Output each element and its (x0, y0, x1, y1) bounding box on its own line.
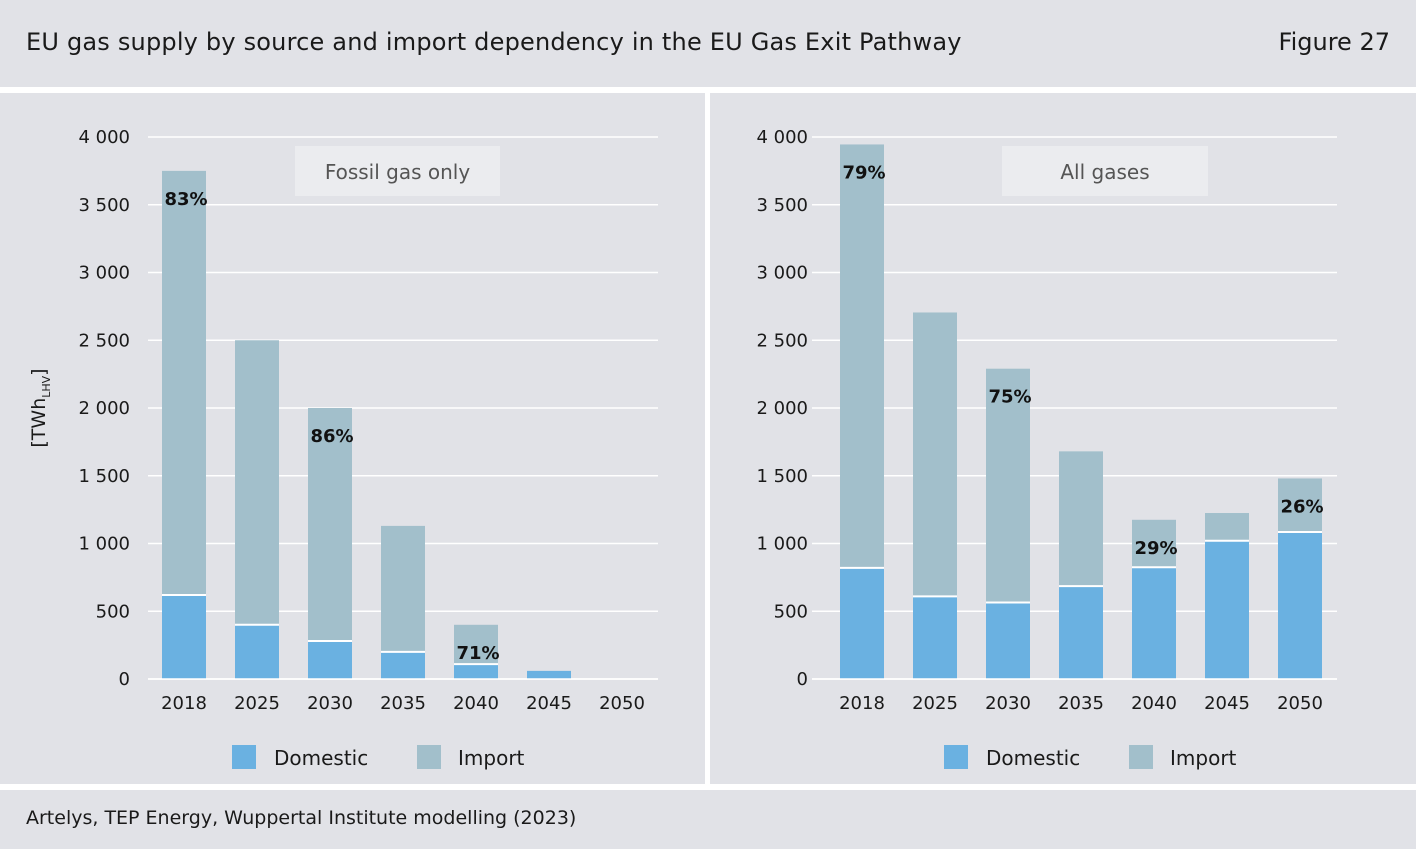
bar-domestic-2025 (235, 624, 279, 679)
import-share-label: 26% (1280, 496, 1323, 517)
x-tick-label: 2045 (526, 693, 572, 714)
bar-domestic-2030 (986, 602, 1030, 679)
bar-domestic-2035 (381, 651, 425, 679)
y-tick-label: 2 000 (756, 398, 808, 419)
import-share-label: 75% (988, 387, 1031, 408)
y-axis-label: [TWhLHV] (28, 368, 53, 447)
left-chart: 0 500 1 000 1 500 2 000 2 500 3 000 3 500 4 000 F… (28, 127, 658, 770)
x-tick-label: 2030 (985, 693, 1031, 714)
import-share-label: 71% (456, 643, 499, 664)
y-tick-label: 4 000 (756, 127, 808, 148)
y-tick-label: 1 000 (78, 534, 130, 555)
x-tick-label: 2045 (1204, 693, 1250, 714)
legend-swatch-domestic (232, 745, 256, 769)
bar-import-2018 (162, 170, 206, 595)
bar-import-2025 (235, 340, 279, 625)
bar-import-2030 (986, 368, 1030, 603)
footer: Artelys, TEP Energy, Wuppertal Institute… (0, 790, 1416, 849)
import-share-label: 79% (842, 162, 885, 183)
legend-label-domestic: Domestic (986, 746, 1080, 770)
bar-domestic-2035 (1059, 586, 1103, 679)
y-tick-label: 3 000 (756, 263, 808, 284)
figure-label: Figure 27 (1278, 28, 1390, 56)
x-tick-label: 2018 (839, 693, 885, 714)
legend-swatch-import (1129, 745, 1153, 769)
chart-subtitle: All gases (1060, 160, 1149, 184)
x-tick-label: 2040 (1131, 693, 1177, 714)
x-tick-label: 2050 (1277, 693, 1323, 714)
y-tick-label: 3 500 (78, 195, 130, 216)
y-tick-label: 500 (96, 601, 130, 622)
bar-domestic-2040 (1132, 567, 1176, 679)
y-tick-label: 2 500 (756, 330, 808, 351)
chart-subtitle: Fossil gas only (325, 160, 471, 184)
x-tick-label: 2035 (380, 693, 426, 714)
legend-swatch-import (417, 745, 441, 769)
bar-domestic-2040 (454, 664, 498, 679)
import-share-label: 83% (164, 189, 207, 210)
svg-text:[TWhLHV]: [TWhLHV] (28, 368, 53, 447)
legend-label-import: Import (458, 746, 525, 770)
bar-import-2050 (1278, 478, 1322, 532)
bar-domestic-2018 (840, 567, 884, 679)
bar-import-2045 (1205, 513, 1249, 541)
chart-title: EU gas supply by source and import depen… (26, 28, 962, 56)
y-tick-label: 0 (797, 669, 808, 690)
bar-domestic-2018 (162, 594, 206, 679)
bar-domestic-2045 (1205, 540, 1249, 679)
bar-domestic-2030 (308, 641, 352, 679)
y-tick-label: 1 500 (756, 466, 808, 487)
y-tick-label: 3 500 (756, 195, 808, 216)
right-chart: 0 500 1 000 1 500 2 000 2 500 3 000 3 500 4 000 A… (756, 127, 1337, 770)
y-tick-label: 500 (774, 601, 808, 622)
bar-domestic-2050 (1278, 531, 1322, 679)
bar-domestic-2045 (527, 670, 571, 679)
import-share-label: 29% (1134, 538, 1177, 559)
y-tick-label: 1 000 (756, 534, 808, 555)
right-chart-panel: 0 500 1 000 1 500 2 000 2 500 3 000 3 500 4 000 A… (710, 93, 1416, 784)
y-tick-label: 0 (119, 669, 130, 690)
x-tick-label: 2040 (453, 693, 499, 714)
legend-label-domestic: Domestic (274, 746, 368, 770)
subtitle-box (1002, 146, 1208, 196)
y-tick-label: 4 000 (78, 127, 130, 148)
x-tick-label: 2035 (1058, 693, 1104, 714)
y-tick-label: 2 500 (78, 330, 130, 351)
legend-label-import: Import (1170, 746, 1237, 770)
left-chart-panel: 0 500 1 000 1 500 2 000 2 500 3 000 3 500 4 000 F… (0, 93, 705, 784)
x-tick-label: 2050 (599, 693, 645, 714)
bar-domestic-2025 (913, 596, 957, 679)
y-tick-label: 2 000 (78, 398, 130, 419)
import-share-label: 86% (310, 426, 353, 447)
bar-import-2040 (454, 624, 498, 665)
header: EU gas supply by source and import depen… (0, 0, 1416, 87)
x-tick-label: 2025 (912, 693, 958, 714)
legend-swatch-domestic (944, 745, 968, 769)
x-tick-label: 2018 (161, 693, 207, 714)
bar-import-2030 (308, 408, 352, 642)
bar-import-2035 (1059, 451, 1103, 587)
bar-import-2025 (913, 312, 957, 597)
y-tick-label: 1 500 (78, 466, 130, 487)
bar-import-2018 (840, 144, 884, 568)
x-tick-label: 2025 (234, 693, 280, 714)
x-tick-label: 2030 (307, 693, 353, 714)
bar-import-2040 (1132, 519, 1176, 568)
y-tick-label: 3 000 (78, 263, 130, 284)
bar-import-2035 (381, 525, 425, 652)
subtitle-box (295, 146, 500, 196)
source-note: Artelys, TEP Energy, Wuppertal Institute… (26, 807, 577, 829)
